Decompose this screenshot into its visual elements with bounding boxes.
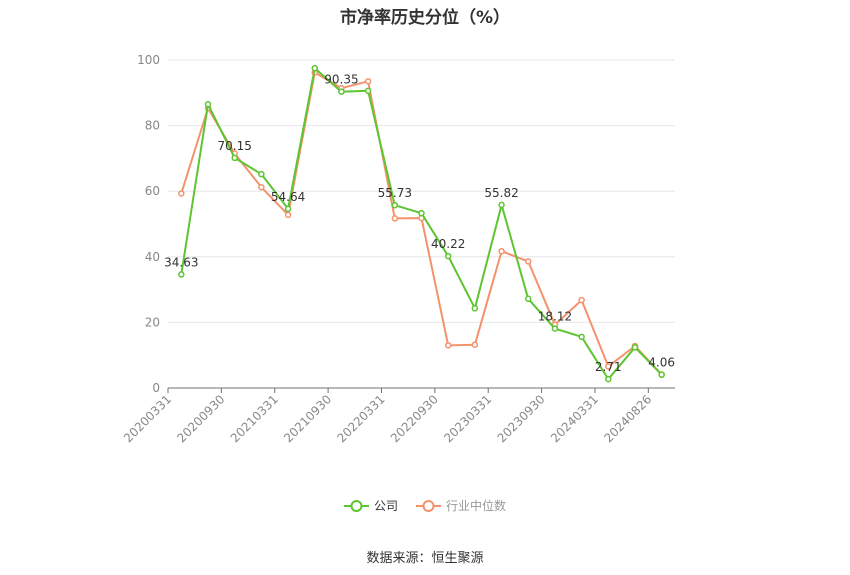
company-data-point [444, 252, 452, 260]
x-tick-label: 20240826 [601, 392, 654, 445]
chart-title: 市净率历史分位（%） [339, 8, 511, 28]
legend-industry-marker-icon [416, 499, 441, 512]
legend-item-industry-median[interactable]: 行业中位数 [416, 497, 506, 514]
company-series-line [180, 67, 663, 381]
company-data-point [258, 170, 265, 178]
company-data-point [284, 205, 292, 213]
industry-data-point [524, 258, 532, 265]
legend-company-label: 公司 [373, 499, 398, 513]
company-data-label: 54.64 [271, 190, 305, 204]
company-data-point [231, 154, 238, 162]
company-data-point [418, 209, 425, 217]
y-tick-label: 40 [145, 250, 160, 264]
company-data-point [311, 64, 319, 72]
y-tick-label: 0 [152, 381, 160, 395]
company-data-point [178, 271, 185, 278]
company-data-label: 4.06 [648, 356, 675, 370]
x-tick-label: 20230930 [495, 392, 548, 445]
company-data-label: 55.82 [484, 186, 518, 200]
industry-data-point [178, 190, 185, 197]
company-data-point [631, 344, 639, 351]
x-tick-label: 20220331 [335, 392, 388, 445]
x-tick-label: 20210930 [281, 392, 334, 445]
industry-data-point [605, 363, 612, 370]
x-tick-label: 20220930 [388, 392, 441, 445]
industry-data-point [391, 215, 399, 222]
industry-data-point [284, 211, 292, 219]
company-data-label: 70.15 [218, 139, 252, 153]
company-data-point [204, 101, 212, 108]
x-tick-label: 20200930 [174, 392, 227, 445]
company-data-label: 34.63 [164, 255, 198, 269]
legend-company-marker-icon [343, 499, 369, 512]
company-data-point [658, 371, 665, 378]
industry-data-point [364, 78, 372, 85]
company-data-label: 55.73 [378, 186, 412, 200]
legend-item-company[interactable]: 公司 [343, 497, 398, 514]
y-tick-label: 60 [145, 184, 160, 198]
company-data-point [364, 87, 372, 95]
company-data-point [391, 201, 399, 209]
company-data-point [524, 295, 532, 303]
company-data-label: 2.71 [595, 360, 622, 374]
x-tick-label: 20210331 [228, 392, 281, 445]
legend: 公司 行业中位数 [0, 497, 850, 514]
industry-data-point [444, 342, 452, 349]
company-data-point [338, 88, 345, 95]
company-data-point [551, 325, 559, 332]
company-data-label: 40.22 [431, 237, 465, 251]
company-data-point [605, 375, 612, 383]
x-tick-label: 20240331 [548, 392, 601, 445]
industry-series-line [180, 71, 663, 376]
data-source: 数据来源：恒生聚源 [366, 551, 484, 566]
company-data-point [578, 333, 585, 341]
x-tick-label: 20200331 [121, 392, 174, 445]
industry-data-point [578, 296, 585, 304]
industry-data-point [471, 341, 479, 348]
x-tick-label: 20230331 [441, 392, 494, 445]
y-tick-label: 100 [137, 53, 160, 67]
legend-industry-label: 行业中位数 [446, 499, 507, 513]
y-tick-label: 80 [145, 119, 160, 133]
company-data-label: 90.35 [324, 73, 358, 87]
industry-data-point [258, 184, 265, 191]
company-data-label: 18.12 [538, 310, 572, 324]
industry-data-point [498, 247, 505, 255]
company-data-point [471, 305, 479, 312]
y-tick-label: 20 [145, 315, 160, 329]
company-data-point [498, 201, 505, 209]
